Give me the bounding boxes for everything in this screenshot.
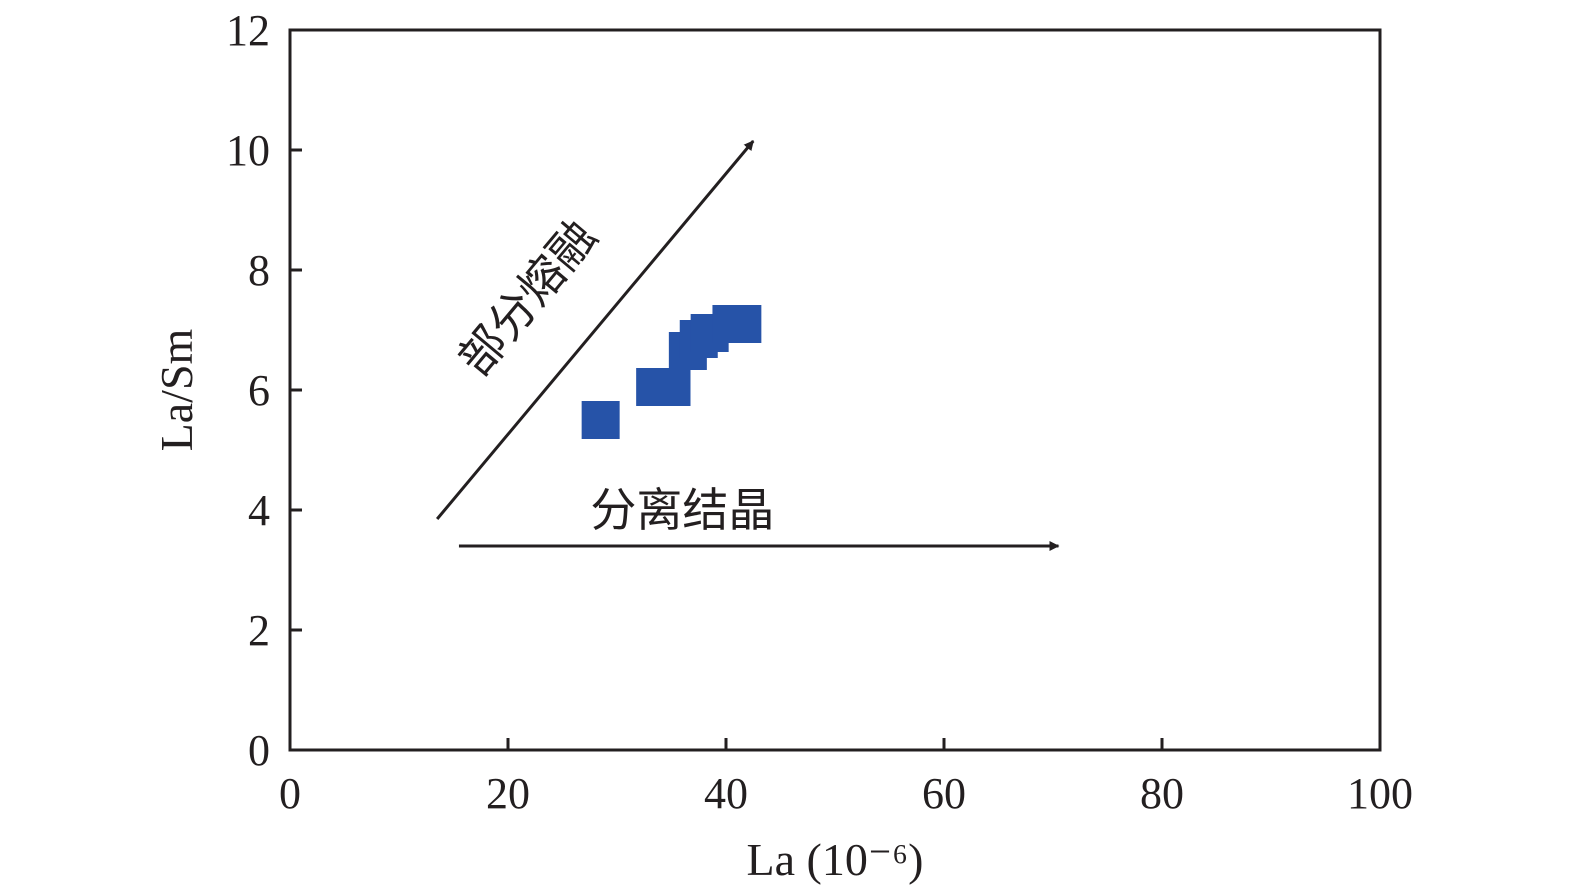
y-tick-label: 0 [248, 726, 270, 775]
x-axis-title: La (10⁻⁶) [747, 834, 924, 885]
x-tick-label: 0 [279, 769, 301, 818]
y-tick-label: 10 [226, 126, 270, 175]
annotation-label: 分离结晶 [590, 485, 774, 536]
y-axis-title: La/Sm [151, 328, 202, 451]
y-tick-label: 6 [248, 366, 270, 415]
x-tick-label: 60 [922, 769, 966, 818]
data-point [652, 368, 691, 406]
x-tick-label: 80 [1140, 769, 1184, 818]
y-tick-label: 8 [248, 246, 270, 295]
x-tick-label: 40 [704, 769, 748, 818]
y-axis-tick-labels: 0 2 4 6 8 10 12 [226, 6, 270, 775]
plot-frame [288, 28, 1382, 752]
y-tick-label: 12 [226, 6, 270, 55]
x-axis-ticks [506, 738, 1164, 750]
data-points [581, 305, 762, 439]
data-point [723, 305, 762, 343]
y-axis-ticks [290, 148, 302, 632]
y-tick-label: 2 [248, 606, 270, 655]
annotation-arrow [435, 140, 755, 520]
y-tick-label: 4 [248, 486, 270, 535]
x-tick-label: 100 [1347, 769, 1413, 818]
x-tick-label: 20 [486, 769, 530, 818]
data-point [581, 401, 620, 439]
x-axis-tick-labels: 0 20 40 60 80 100 [279, 769, 1413, 818]
annotation-label: 部分熔融 [449, 211, 606, 385]
